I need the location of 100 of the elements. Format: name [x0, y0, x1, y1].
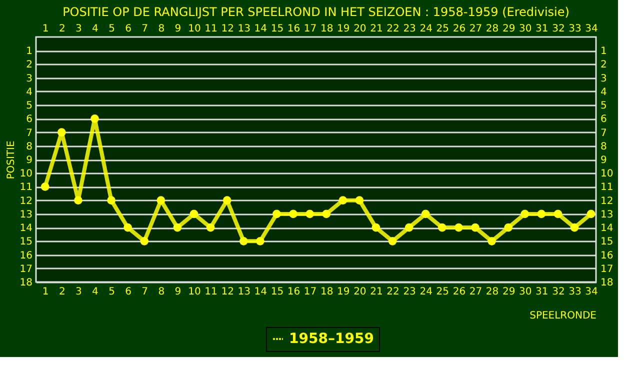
- x-tick-label: 13: [238, 24, 250, 34]
- x-tick-label: 9: [174, 24, 182, 34]
- y-axis-title: POSITIE: [6, 140, 17, 180]
- x2-tick-label: 23: [403, 286, 416, 298]
- x2-tick-label: 22: [386, 286, 400, 298]
- y-tick-label: 12: [20, 196, 32, 207]
- x2-tick-label: 26: [452, 286, 466, 298]
- point: [404, 223, 414, 232]
- point: [504, 223, 512, 232]
- point: [372, 223, 380, 232]
- x-tick-label: 25: [436, 24, 450, 34]
- point: [272, 210, 281, 218]
- x2-tick-label: 7: [142, 286, 148, 298]
- x-tick-label: 19: [337, 24, 350, 34]
- y-tick-label: 9: [26, 155, 32, 166]
- y-tick-label: 3: [26, 73, 32, 84]
- x2-tick-label: 30: [518, 286, 532, 298]
- x-tick-label: 10: [188, 24, 201, 34]
- x2-tick-label: 24: [420, 286, 432, 298]
- point: [74, 196, 82, 205]
- x-tick-label: 24: [420, 24, 432, 34]
- x-tick-label: 6: [125, 24, 132, 34]
- y2-tick-label: 11: [600, 182, 614, 194]
- y2-tick-label: 5: [600, 100, 607, 112]
- y2-tick-label: 7: [600, 128, 607, 139]
- point: [306, 210, 314, 218]
- x-tick-label: 30: [518, 24, 532, 34]
- x-tick-label: 16: [287, 24, 300, 34]
- x2-tick-label: 31: [536, 286, 548, 298]
- point: [107, 196, 116, 205]
- x-tick-label: 15: [270, 24, 284, 34]
- x-tick-label: 31: [536, 24, 548, 34]
- x-tick-label: 3: [76, 24, 82, 34]
- x-tick-label: 17: [304, 24, 317, 34]
- point: [90, 114, 99, 123]
- y-tick-label: 10: [20, 168, 32, 180]
- y-tick-label: 15: [20, 236, 32, 248]
- y2-tick-label: 14: [600, 223, 614, 234]
- y-tick-label: 5: [26, 100, 32, 112]
- point: [206, 223, 215, 232]
- point: [222, 196, 232, 205]
- y2-tick-label: 9: [600, 155, 607, 166]
- x2-tick-label: 10: [188, 286, 201, 298]
- x-tick-label: 33: [568, 24, 582, 34]
- y2-tick-label: 12: [600, 196, 614, 207]
- point: [190, 210, 198, 218]
- point: [520, 210, 530, 218]
- chart-title: POSITIE OP DE RANGLIJST PER SPEELROND IN HET SEIZOEN : 1958-1959 (Eredivisie): [62, 5, 570, 19]
- x2-tick-label: 21: [370, 286, 383, 298]
- point: [40, 182, 50, 191]
- x2-tick-label: 16: [287, 286, 300, 298]
- x2-tick-label: 34: [585, 286, 598, 298]
- y2-tick-label: 18: [600, 278, 614, 288]
- x2-tick-label: 32: [552, 286, 565, 298]
- x2-tick-label: 5: [108, 286, 115, 298]
- point: [156, 196, 166, 205]
- x2-tick-label: 13: [238, 286, 250, 298]
- x-tick-label: 26: [452, 24, 466, 34]
- y-tick-label: 13: [20, 209, 32, 220]
- legend-label: 1958–1959: [289, 331, 374, 347]
- y-tick-label: 7: [26, 128, 32, 139]
- point: [421, 210, 430, 218]
- x-tick-label: 14: [254, 24, 268, 34]
- x2-tick-label: 9: [174, 286, 182, 298]
- x2-tick-label: 2: [58, 286, 66, 298]
- point: [57, 128, 66, 136]
- x2-tick-label: 14: [254, 286, 268, 298]
- point: [322, 210, 331, 218]
- x-tick-label: 28: [486, 24, 499, 34]
- x-tick-label: 7: [142, 24, 148, 34]
- point: [537, 210, 546, 218]
- y-tick-label: 6: [26, 114, 32, 126]
- point: [438, 223, 446, 232]
- x2-tick-label: 20: [354, 286, 366, 298]
- y2-tick-label: 3: [600, 73, 607, 84]
- point: [488, 236, 496, 246]
- x-tick-label: 1: [42, 24, 49, 34]
- y-tick-label: 8: [26, 141, 32, 152]
- y2-tick-label: 1: [600, 46, 607, 58]
- y-tick-label: 1: [26, 46, 32, 58]
- y2-tick-label: 2: [600, 60, 607, 71]
- y2-tick-label: 16: [600, 250, 614, 262]
- point: [388, 236, 397, 246]
- point: [173, 223, 182, 232]
- y2-tick-label: 6: [600, 114, 607, 126]
- x-tick-label: 20: [354, 24, 366, 34]
- x-tick-label: 29: [502, 24, 516, 34]
- point: [124, 223, 132, 232]
- x2-tick-label: 15: [270, 286, 284, 298]
- y2-tick-label: 13: [600, 209, 614, 220]
- y-tick-label: 18: [20, 278, 32, 288]
- point: [454, 223, 463, 232]
- x2-tick-label: 19: [337, 286, 350, 298]
- x2-tick-label: 28: [486, 286, 499, 298]
- y2-tick-label: 10: [600, 168, 614, 180]
- point: [140, 236, 149, 246]
- x-tick-label: 27: [469, 24, 482, 34]
- x2-tick-label: 1: [42, 286, 49, 298]
- x-axis-title: SPEELRONDE: [530, 310, 596, 322]
- x2-tick-label: 29: [502, 286, 516, 298]
